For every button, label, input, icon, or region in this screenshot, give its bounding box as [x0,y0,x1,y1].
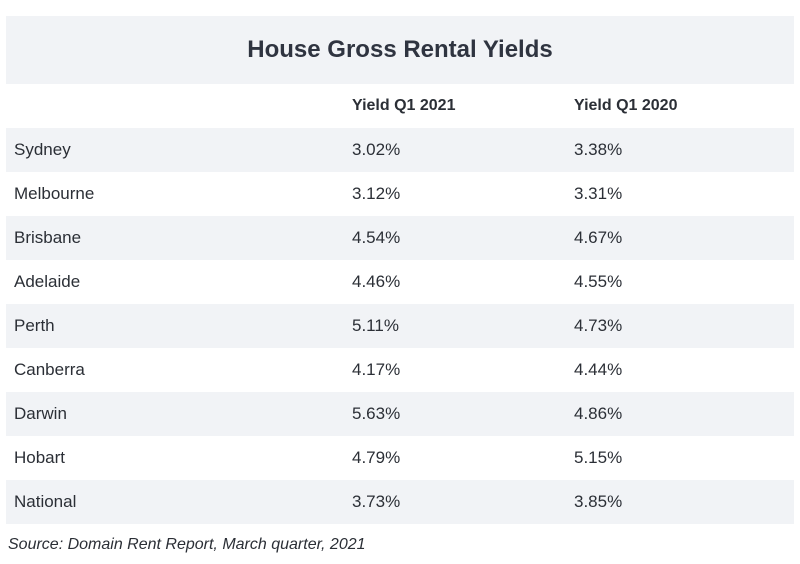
yield-2021-cell: 5.63% [352,404,401,423]
table-header-row: Yield Q1 2021 Yield Q1 2020 [6,84,794,128]
yield-2020-cell: 4.44% [574,360,623,379]
yield-2021-cell: 4.79% [352,448,401,467]
table-row: Darwin 5.63% 4.86% [6,392,794,436]
yield-2021-cell: 4.46% [352,272,401,291]
city-cell: Melbourne [14,184,95,203]
table-row: National 3.73% 3.85% [6,480,794,524]
yield-2020-cell: 3.38% [574,140,623,159]
yield-2021-cell: 3.02% [352,140,401,159]
yield-2021-cell: 3.73% [352,492,401,511]
table-row: Brisbane 4.54% 4.67% [6,216,794,260]
table-row: Hobart 4.79% 5.15% [6,436,794,480]
yield-2020-cell: 4.73% [574,316,623,335]
yield-2020-cell: 3.31% [574,184,623,203]
yield-2021-cell: 4.17% [352,360,401,379]
yield-2020-cell: 5.15% [574,448,623,467]
table-row: Adelaide 4.46% 4.55% [6,260,794,304]
city-cell: Brisbane [14,228,82,247]
source-note: Source: Domain Rent Report, March quarte… [8,536,366,553]
header-yield-2021: Yield Q1 2021 [352,97,456,114]
yield-2021-cell: 4.54% [352,228,401,247]
yield-2020-cell: 4.67% [574,228,623,247]
city-cell: Canberra [14,360,85,379]
city-cell: Hobart [14,448,66,467]
table-row: Sydney 3.02% 3.38% [6,128,794,172]
city-cell: Perth [14,316,55,335]
yield-2020-cell: 3.85% [574,492,623,511]
header-yield-2020: Yield Q1 2020 [574,97,678,114]
yield-2020-cell: 4.55% [574,272,623,291]
city-cell: Adelaide [14,272,81,291]
yield-2021-cell: 3.12% [352,184,401,203]
table-row: Canberra 4.17% 4.44% [6,348,794,392]
yields-table: House Gross Rental Yields Yield Q1 2021 … [6,16,794,524]
table-title: House Gross Rental Yields [6,16,794,84]
table-body: Sydney 3.02% 3.38% Melbourne 3.12% 3.31% Brisb… [6,128,794,524]
yield-2021-cell: 5.11% [352,316,399,335]
city-cell: National [14,492,77,511]
city-cell: Sydney [14,140,71,159]
city-cell: Darwin [14,404,67,423]
table-row: Melbourne 3.12% 3.31% [6,172,794,216]
yield-2020-cell: 4.86% [574,404,623,423]
table-row: Perth 5.11% 4.73% [6,304,794,348]
